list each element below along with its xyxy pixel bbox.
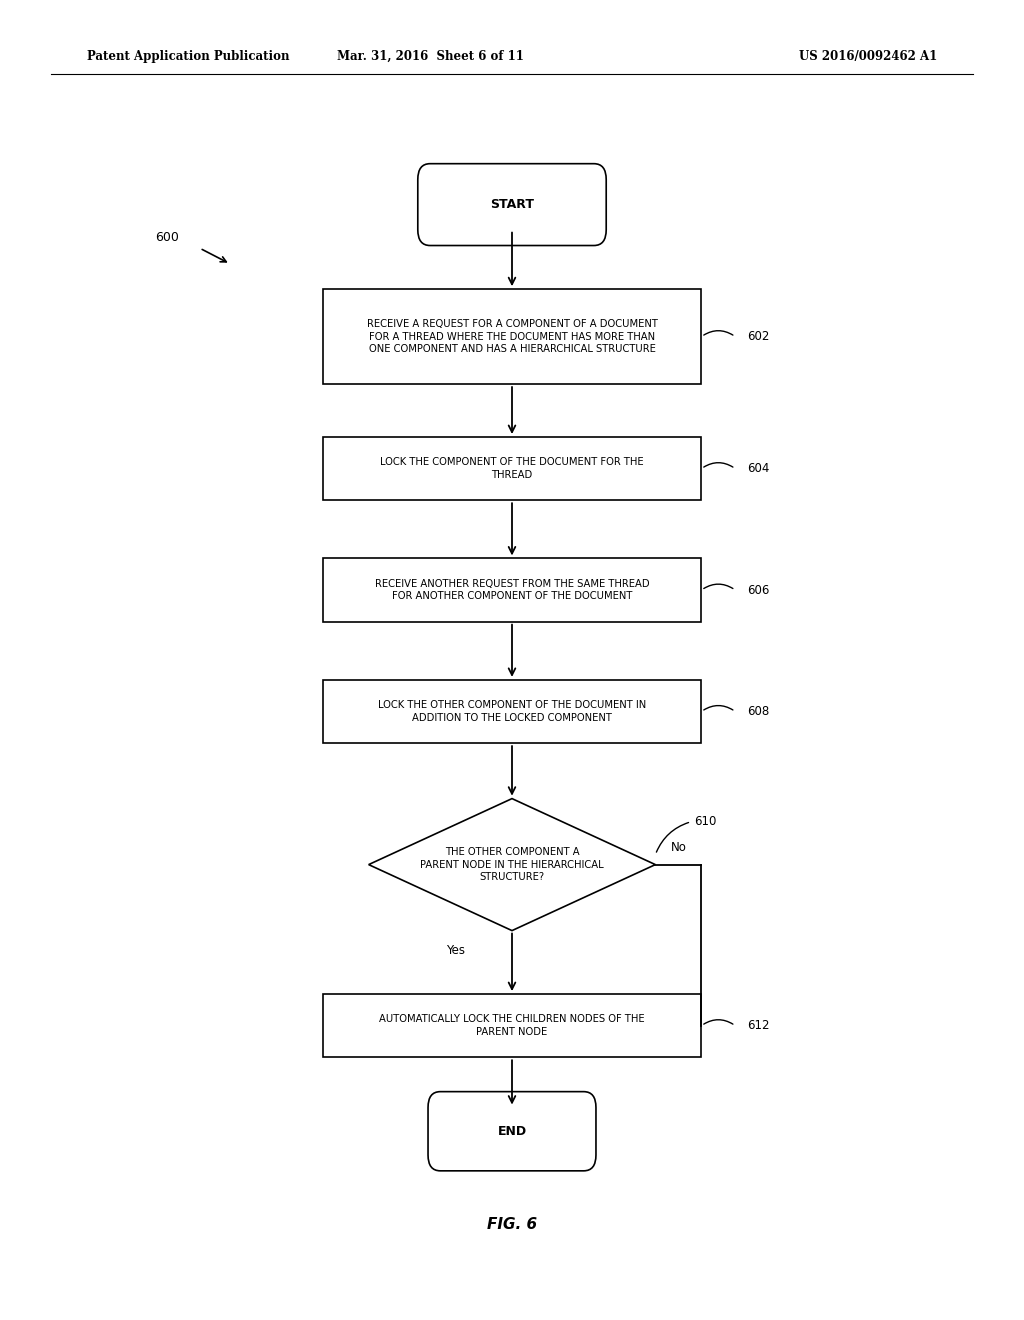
Text: LOCK THE COMPONENT OF THE DOCUMENT FOR THE
THREAD: LOCK THE COMPONENT OF THE DOCUMENT FOR T…: [380, 457, 644, 480]
Text: 600: 600: [156, 231, 179, 244]
Text: 610: 610: [694, 816, 717, 828]
Text: 612: 612: [748, 1019, 770, 1032]
Bar: [323, 289, 701, 384]
Text: Patent Application Publication: Patent Application Publication: [87, 50, 290, 63]
Text: Mar. 31, 2016  Sheet 6 of 11: Mar. 31, 2016 Sheet 6 of 11: [337, 50, 523, 63]
Text: FIG. 6: FIG. 6: [487, 1217, 537, 1233]
Text: Yes: Yes: [446, 944, 465, 957]
Text: 604: 604: [748, 462, 770, 475]
Text: US 2016/0092462 A1: US 2016/0092462 A1: [799, 50, 937, 63]
Text: START: START: [490, 198, 534, 211]
FancyBboxPatch shape: [428, 1092, 596, 1171]
Text: No: No: [671, 841, 687, 854]
Text: RECEIVE A REQUEST FOR A COMPONENT OF A DOCUMENT
FOR A THREAD WHERE THE DOCUMENT : RECEIVE A REQUEST FOR A COMPONENT OF A D…: [367, 319, 657, 354]
Text: 602: 602: [748, 330, 770, 343]
Text: THE OTHER COMPONENT A
PARENT NODE IN THE HIERARCHICAL
STRUCTURE?: THE OTHER COMPONENT A PARENT NODE IN THE…: [420, 847, 604, 882]
Text: 608: 608: [748, 705, 770, 718]
FancyBboxPatch shape: [418, 164, 606, 246]
Bar: [323, 680, 701, 743]
Bar: [323, 437, 701, 500]
Polygon shape: [369, 799, 655, 931]
Text: RECEIVE ANOTHER REQUEST FROM THE SAME THREAD
FOR ANOTHER COMPONENT OF THE DOCUME: RECEIVE ANOTHER REQUEST FROM THE SAME TH…: [375, 578, 649, 602]
Text: 606: 606: [748, 583, 770, 597]
Text: LOCK THE OTHER COMPONENT OF THE DOCUMENT IN
ADDITION TO THE LOCKED COMPONENT: LOCK THE OTHER COMPONENT OF THE DOCUMENT…: [378, 700, 646, 723]
Text: AUTOMATICALLY LOCK THE CHILDREN NODES OF THE
PARENT NODE: AUTOMATICALLY LOCK THE CHILDREN NODES OF…: [379, 1014, 645, 1038]
Bar: [323, 994, 701, 1057]
Text: END: END: [498, 1125, 526, 1138]
Bar: [323, 558, 701, 622]
